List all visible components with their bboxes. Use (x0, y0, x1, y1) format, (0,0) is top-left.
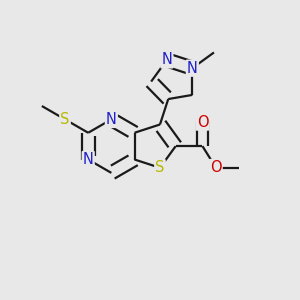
Text: N: N (187, 61, 198, 76)
Text: O: O (210, 160, 222, 175)
Text: N: N (106, 112, 117, 127)
Text: S: S (155, 160, 165, 175)
Text: N: N (161, 52, 172, 68)
Text: N: N (83, 152, 94, 167)
Text: S: S (60, 112, 70, 127)
Text: O: O (196, 115, 208, 130)
